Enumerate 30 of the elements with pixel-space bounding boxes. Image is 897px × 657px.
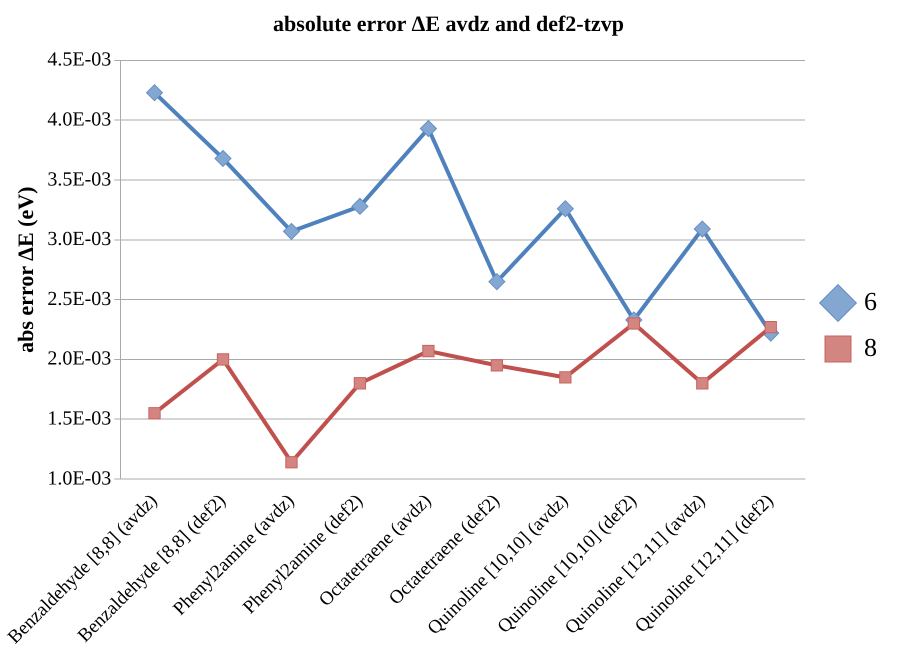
- legend-label: 6: [864, 286, 877, 316]
- point: [422, 344, 435, 358]
- y-tick-label: 3.0E-03: [47, 228, 112, 250]
- point: [628, 317, 640, 330]
- y-tick-label: 2.5E-03: [47, 288, 112, 310]
- point: [764, 320, 777, 334]
- point: [351, 198, 368, 215]
- point: [354, 377, 366, 390]
- point: [420, 120, 437, 138]
- chart-title: absolute error ΔE avdz and def2-tzvp: [273, 10, 624, 36]
- point: [285, 456, 298, 468]
- point: [559, 371, 572, 384]
- legend-label: 8: [864, 332, 877, 362]
- point: [146, 84, 164, 102]
- point: [214, 150, 232, 167]
- point: [216, 353, 230, 366]
- point: [490, 359, 504, 372]
- y-tick-label: 4.0E-03: [47, 108, 112, 130]
- y-axis-title: abs error ΔE (eV): [12, 186, 38, 353]
- point: [282, 222, 300, 240]
- point: [148, 407, 161, 420]
- y-tick-label: 1.5E-03: [47, 407, 112, 430]
- point: [556, 200, 574, 218]
- point: [694, 220, 711, 238]
- y-tick-label: 4.5E-03: [47, 48, 112, 71]
- y-tick-label: 1.0E-03: [47, 467, 112, 490]
- y-tick-label: 3.5E-03: [47, 168, 112, 190]
- point: [696, 377, 708, 390]
- point: [488, 273, 506, 290]
- y-tick-label: 2.0E-03: [47, 348, 112, 370]
